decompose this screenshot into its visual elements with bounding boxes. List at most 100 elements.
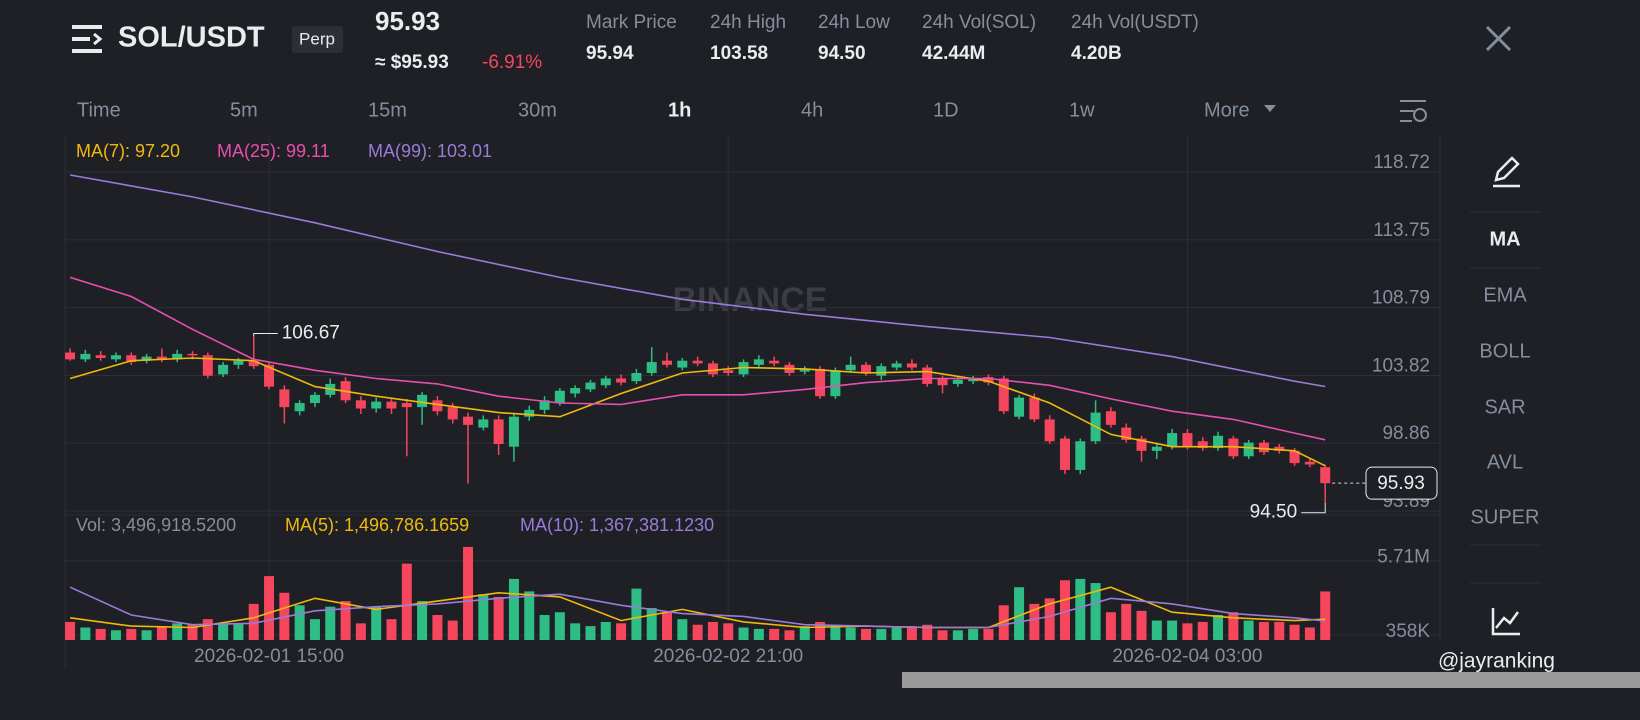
volume-bar xyxy=(309,619,320,640)
volume-bar xyxy=(1320,591,1331,640)
volume-bar xyxy=(983,628,994,640)
interval-tab[interactable]: More xyxy=(1204,99,1250,121)
pencil-icon[interactable] xyxy=(1493,156,1520,188)
bottom-bar xyxy=(902,672,1640,688)
candle-body xyxy=(386,401,397,409)
annotation-line xyxy=(1301,502,1326,514)
indicator-tab[interactable]: SUPER xyxy=(1471,506,1540,528)
interval-tab[interactable]: 1D xyxy=(933,99,959,121)
y-tick-label: 108.79 xyxy=(1372,288,1430,309)
candle-body xyxy=(1289,450,1300,464)
interval-tab[interactable]: 5m xyxy=(230,99,258,121)
indicator-tab[interactable]: AVL xyxy=(1487,451,1523,473)
badge-bg xyxy=(292,26,343,53)
interval-tab[interactable]: 30m xyxy=(518,99,557,121)
volume-bar xyxy=(677,619,688,640)
volume-bar xyxy=(631,588,642,640)
volume-bar xyxy=(95,628,106,640)
volume-bar xyxy=(662,612,673,640)
indicator-tab[interactable]: MA xyxy=(1489,228,1520,250)
chart-icon[interactable] xyxy=(1491,608,1520,636)
stat-value: 4.20B xyxy=(1071,43,1122,64)
settings-icon[interactable] xyxy=(1400,100,1427,122)
candle-body xyxy=(539,400,550,410)
candle-body xyxy=(126,355,137,363)
volume-bar xyxy=(1136,610,1147,640)
indicator-tab[interactable]: BOLL xyxy=(1479,340,1530,362)
volume-bar xyxy=(1105,612,1116,640)
candle-body xyxy=(1213,435,1224,449)
candle-body xyxy=(1197,441,1208,449)
candle-body xyxy=(983,377,994,383)
candle-body xyxy=(1304,461,1315,465)
volume-bar xyxy=(891,627,902,640)
interval-tab[interactable]: Time xyxy=(77,99,121,121)
volume-bar xyxy=(1274,621,1285,640)
volume-bar xyxy=(585,626,596,640)
candle-body xyxy=(616,378,627,383)
ma-line xyxy=(69,357,1326,467)
interval-tab[interactable]: 15m xyxy=(368,99,407,121)
volume-bar xyxy=(233,623,244,640)
volume-bar xyxy=(1121,603,1132,640)
volume-bar xyxy=(769,628,780,640)
volume-bar xyxy=(156,627,167,640)
candle-body xyxy=(554,390,565,404)
volume-bar xyxy=(248,603,259,640)
close-icon[interactable] xyxy=(1485,25,1512,52)
volume-bar xyxy=(432,615,443,640)
volume-bar xyxy=(539,615,550,640)
pair[interactable]: SOL/USDT xyxy=(118,22,265,54)
candle-body xyxy=(1059,438,1070,470)
volume-bar xyxy=(906,626,917,640)
price-box xyxy=(1365,466,1438,500)
volume-bar xyxy=(554,612,565,640)
candle-body xyxy=(508,416,519,447)
volume-bar xyxy=(1304,627,1315,640)
candle-body xyxy=(1320,467,1331,484)
vol-legend: Vol: 3,496,918.5200 xyxy=(76,515,236,535)
candle-body xyxy=(1014,397,1025,417)
candle-body xyxy=(1243,442,1254,457)
indicator-tab[interactable]: SAR xyxy=(1484,396,1525,418)
candle-body xyxy=(493,419,504,444)
candle-body xyxy=(80,353,91,360)
candle-body xyxy=(447,407,458,420)
interval-tab[interactable]: 4h xyxy=(801,99,823,121)
candle-body xyxy=(769,360,780,364)
volume-bar xyxy=(493,596,504,640)
fiat-price: ≈ $95.93 xyxy=(375,52,449,73)
volume-bar xyxy=(1228,612,1239,640)
interval-tab[interactable]: 1w xyxy=(1069,99,1095,121)
volume-bar xyxy=(922,624,933,640)
dropdown-arrow xyxy=(1264,105,1276,112)
candle-body xyxy=(432,400,443,412)
candle-body xyxy=(1274,446,1285,451)
candle-body xyxy=(65,352,76,360)
indicator-tab[interactable]: EMA xyxy=(1483,284,1527,306)
candle-body xyxy=(1044,419,1055,442)
candle-body xyxy=(202,355,213,376)
ma-line xyxy=(69,586,1326,629)
volume-bar xyxy=(478,594,489,640)
volume-bar xyxy=(386,619,397,640)
volume-bar xyxy=(202,619,213,640)
volume-bar xyxy=(738,627,749,640)
candle-body xyxy=(1182,433,1193,447)
x-tick-label: 2026-02-01 15:00 xyxy=(194,646,344,667)
volume-bar xyxy=(799,626,810,640)
candle-body xyxy=(248,360,259,367)
candle-body xyxy=(830,370,841,397)
candle-body xyxy=(799,368,810,372)
menu-icon[interactable] xyxy=(72,25,103,53)
volume-bar xyxy=(753,628,764,640)
annotation: 94.50 xyxy=(1250,502,1298,523)
candle-body xyxy=(1167,433,1178,447)
volume-bar xyxy=(1075,578,1086,640)
annotation: 106.67 xyxy=(282,323,340,344)
interval-tab[interactable]: 1h xyxy=(668,99,691,121)
candle-body xyxy=(968,378,979,382)
candle-body xyxy=(906,363,917,368)
volume-bar xyxy=(1197,621,1208,640)
y-tick-label: 98.86 xyxy=(1382,423,1430,444)
